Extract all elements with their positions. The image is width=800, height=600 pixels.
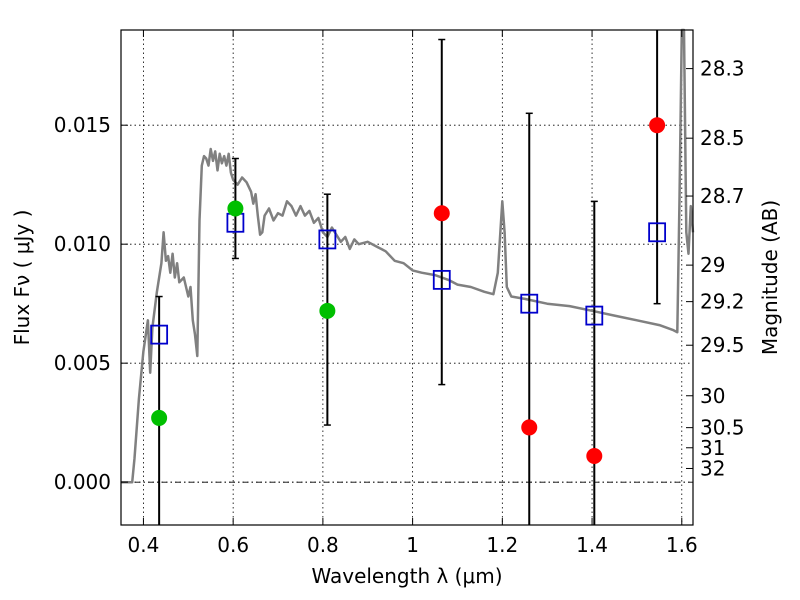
detected-flux-point xyxy=(151,409,168,426)
detected-flux-point xyxy=(227,200,244,217)
magnitude-tick-label: 29.2 xyxy=(700,290,745,314)
magnitude-tick-label: 30 xyxy=(700,384,725,408)
model-flux-marker xyxy=(585,305,604,326)
undetected-flux-point xyxy=(586,447,603,464)
y-tick-label: 0.005 xyxy=(54,351,111,375)
y-tick-label: 0.000 xyxy=(54,470,111,494)
magnitude-tick-label: 28.3 xyxy=(700,57,745,81)
magnitude-tick-label: 28.5 xyxy=(700,126,745,150)
magnitude-tick-label: 29.5 xyxy=(700,333,745,357)
magnitude-tick-label: 29 xyxy=(700,253,725,277)
x-tick-label: 1 xyxy=(406,533,419,557)
magnitude-tick-label: 31 xyxy=(700,436,725,460)
x-tick-label: 1.6 xyxy=(666,533,698,557)
model-flux-marker xyxy=(318,229,337,250)
model-flux-marker xyxy=(520,293,539,314)
x-tick-label: 1.2 xyxy=(486,533,518,557)
x-tick-label: 1.4 xyxy=(576,533,608,557)
detected-flux-point xyxy=(319,302,336,319)
observed-points-layer xyxy=(151,117,666,464)
right-axis-label: Magnitude (AB) xyxy=(758,200,782,355)
x-tick-label: 0.4 xyxy=(128,533,160,557)
x-axis-label: Wavelength λ (μm) xyxy=(311,564,502,588)
magnitude-tick-label: 28.7 xyxy=(700,184,745,208)
magnitude-tick-label: 32 xyxy=(700,456,725,480)
model-flux-marker xyxy=(432,269,451,290)
x-tick-label: 0.8 xyxy=(307,533,339,557)
y-tick-label: 0.015 xyxy=(54,113,111,137)
magnitude-tick-label: 30.5 xyxy=(700,416,745,440)
y-tick-label: 0.010 xyxy=(54,232,111,256)
model-flux-marker xyxy=(150,324,169,345)
sed-layer xyxy=(121,28,695,484)
undetected-flux-point xyxy=(433,205,450,222)
undetected-flux-point xyxy=(649,117,666,134)
undetected-flux-point xyxy=(521,419,538,436)
x-tick-label: 0.6 xyxy=(217,533,249,557)
y-axis-label: Flux Fν ( μJy ) xyxy=(10,210,34,346)
model-flux-marker xyxy=(648,222,667,243)
plot-frame xyxy=(120,29,694,526)
tick-layer: 0.4 0.6 0.8 1 1.2 1.4 1.6 0.000 0.005 0.010 0.015 2… xyxy=(54,30,745,557)
sed-line xyxy=(121,28,695,484)
